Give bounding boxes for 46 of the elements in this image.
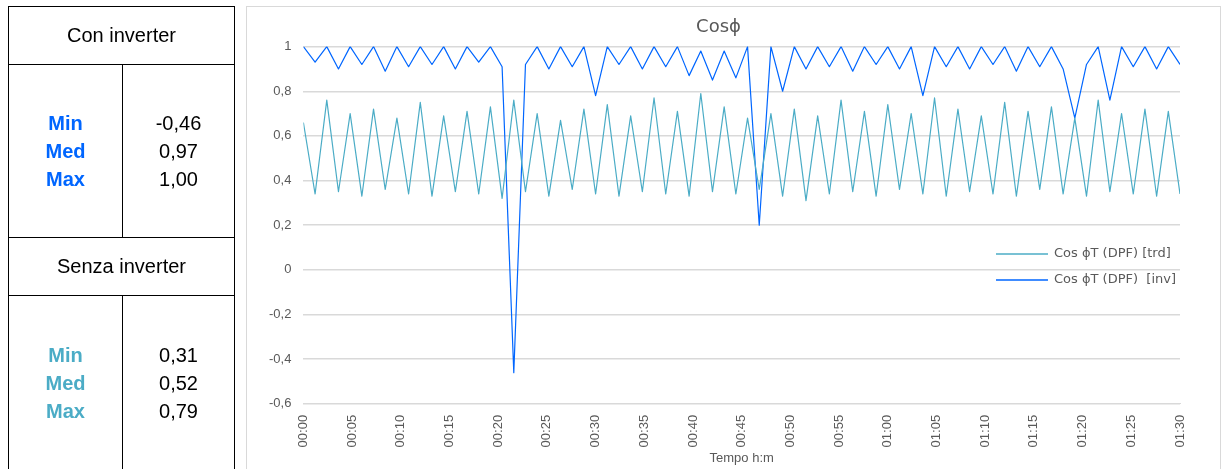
text: Max	[46, 398, 85, 424]
x-tick-label: 00:25	[538, 414, 554, 448]
y-tick-label: -0,2	[268, 306, 292, 322]
y-tick-label: 0	[284, 261, 292, 277]
text: 0,97	[159, 139, 198, 164]
y-tick-label: 0,6	[273, 127, 292, 143]
x-tick-label: 00:20	[489, 414, 505, 448]
text: Min	[48, 342, 83, 368]
text: 1,00	[159, 167, 198, 192]
x-tick-label: 00:00	[294, 414, 310, 448]
chart-title: Cosϕ	[696, 15, 741, 37]
x-tick-label: 01:05	[928, 414, 944, 448]
x-tick-label: 00:30	[587, 414, 603, 448]
text: Min	[48, 111, 83, 136]
y-tick-label: 0,2	[273, 216, 292, 232]
x-tick-label: 00:35	[635, 414, 651, 448]
text: Max	[46, 167, 85, 192]
x-tick-label: 01:15	[1025, 414, 1041, 448]
legend-label: Cos ϕT (DPF) [trd]	[1053, 245, 1171, 261]
y-tick-label: -0,6	[268, 395, 292, 411]
y-tick-label: 1	[284, 38, 292, 54]
text: Senza inverter	[9, 238, 234, 296]
x-tick-label: 00:10	[392, 414, 408, 448]
text: 0,31	[159, 342, 198, 368]
x-tick-label: 00:40	[684, 414, 700, 448]
y-tick-label: 0,4	[273, 172, 292, 188]
text: -0,46	[155, 111, 202, 136]
x-tick-label: 01:25	[1122, 414, 1138, 448]
x-tick-label: 00:05	[343, 414, 359, 448]
x-tick-label: 01:10	[976, 414, 992, 448]
x-axis-title: Tempo h:m	[709, 449, 774, 465]
text: Med	[45, 370, 86, 396]
text: 0,79	[159, 398, 198, 424]
legend-label: Cos ϕT (DPF) [inv]	[1053, 271, 1177, 287]
x-tick-label: 00:45	[733, 414, 749, 448]
x-tick-label: 01:20	[1074, 414, 1090, 448]
x-tick-label: 01:30	[1171, 414, 1187, 448]
x-tick-label: 00:55	[830, 414, 846, 448]
text: 0,52	[159, 370, 198, 396]
y-tick-label: 0,8	[273, 82, 292, 98]
x-tick-label: 00:15	[441, 414, 457, 448]
y-tick-label: -0,4	[268, 350, 292, 366]
text: Med	[45, 139, 86, 164]
x-tick-label: 00:50	[781, 414, 797, 448]
x-tick-label: 01:00	[879, 414, 895, 448]
text: Con inverter	[9, 7, 234, 65]
